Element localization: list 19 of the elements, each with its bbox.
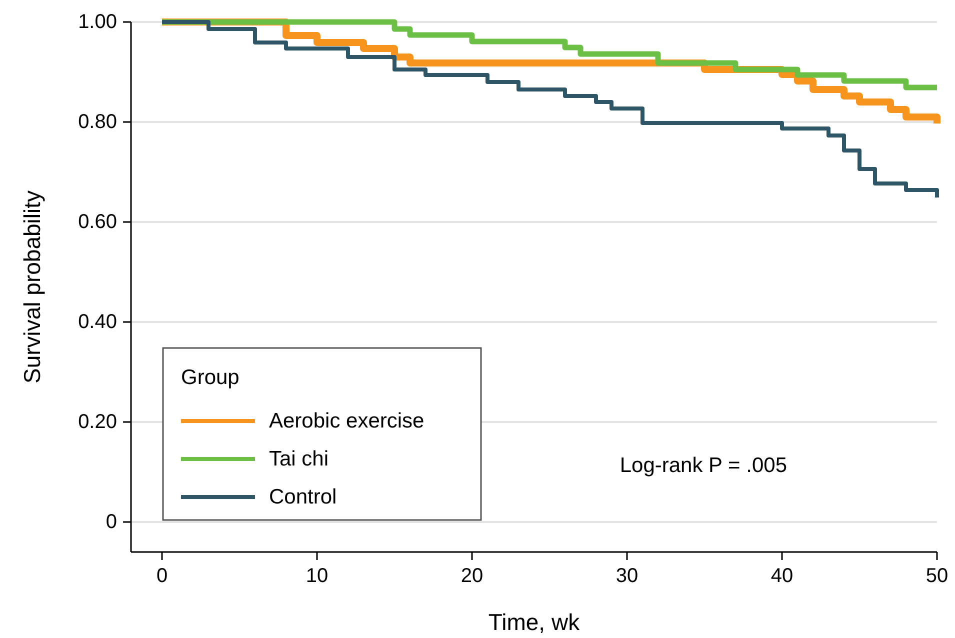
x-axis-title: Time, wk (488, 609, 580, 635)
x-tick-label: 10 (306, 565, 328, 587)
x-tick-label: 50 (926, 565, 948, 587)
y-axis-title: Survival probability (19, 190, 45, 384)
y-tick-label: 0.60 (78, 211, 117, 233)
legend-label: Aerobic exercise (269, 410, 424, 432)
x-tick-label: 40 (770, 565, 794, 587)
y-tick-label: 0 (106, 511, 117, 533)
x-tick-label: 0 (156, 565, 168, 587)
x-tick-label: 30 (616, 565, 638, 587)
y-tick-label: 0.20 (78, 411, 117, 433)
legend-title: Group (181, 366, 240, 389)
legend-label: Tai chi (269, 448, 329, 470)
y-tick-label: 1.00 (78, 11, 117, 33)
y-tick-label: 0.40 (78, 311, 117, 333)
annotation: Log-rank P = .005 (620, 454, 787, 477)
legend-label: Control (269, 486, 337, 508)
y-tick-label: 0.80 (78, 111, 117, 133)
x-tick-label: 20 (460, 565, 484, 587)
